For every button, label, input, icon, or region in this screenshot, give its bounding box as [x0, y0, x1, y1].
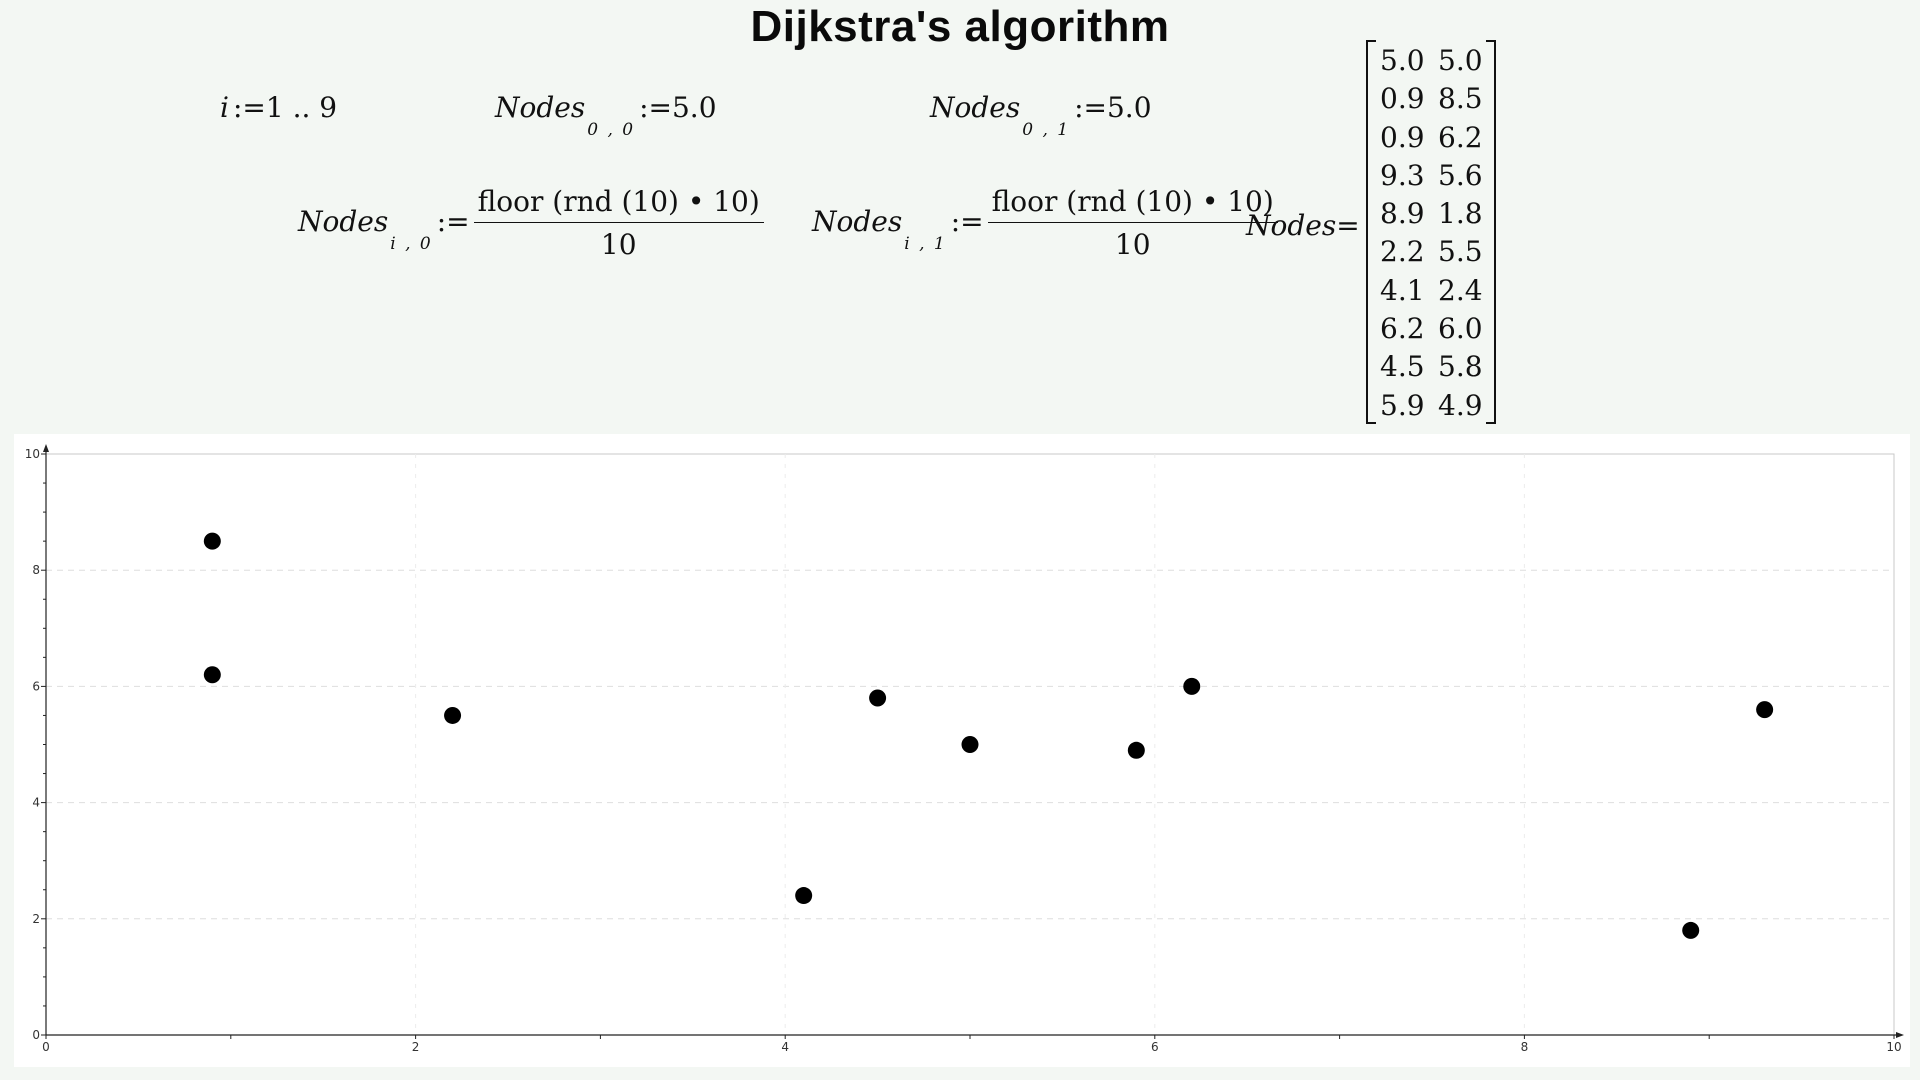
matrix-row: 5.0 5.0	[1380, 42, 1496, 80]
fraction: floor (rnd (10) • 10) 10	[987, 188, 1278, 261]
x-tick-label: 4	[781, 1040, 789, 1054]
matrix-cell: 5.6	[1438, 158, 1483, 192]
matrix-row: 5.9 4.9	[1380, 387, 1496, 425]
x-tick-label: 8	[1521, 1040, 1529, 1054]
y-axis-arrow-icon	[43, 444, 49, 452]
nodes-name: Nodes	[1246, 209, 1337, 242]
nodes-subscript: 0 , 0	[587, 120, 636, 140]
data-point	[795, 887, 813, 905]
nodes-subscript: i , 0	[390, 234, 433, 254]
assign-operator: :=	[436, 205, 470, 238]
nodes-subscript: i , 1	[904, 234, 947, 254]
matrix-cell: 2.4	[1438, 273, 1483, 307]
matrix-row: 6.2 6.0	[1380, 310, 1496, 348]
scatter-plot-region[interactable]: 0 2 4 6 8 10 0 2 4 6 8 10	[14, 434, 1910, 1067]
x-tick-label: 10	[1886, 1040, 1901, 1054]
matrix-cell: 9.3	[1380, 158, 1425, 192]
matrix-cell: 5.9	[1380, 388, 1425, 422]
x-axis-arrow-icon	[1896, 1032, 1904, 1038]
matrix-row: 9.3 5.6	[1380, 157, 1496, 195]
x-tick-label: 2	[412, 1040, 420, 1054]
fraction-denominator: 10	[600, 228, 637, 261]
matrix-cell: 6.2	[1380, 312, 1425, 346]
fraction: floor (rnd (10) • 10) 10	[473, 188, 764, 261]
matrix-cell: 8.9	[1380, 197, 1425, 231]
matrix-cell: 4.1	[1380, 273, 1425, 307]
page-title: Dijkstra's algorithm	[750, 2, 1170, 51]
matrix-cell: 2.2	[1380, 235, 1425, 269]
matrix-cell: 0.9	[1380, 82, 1425, 116]
matrix-row: 2.2 5.5	[1380, 233, 1496, 271]
matrix-cell: 0.9	[1380, 120, 1425, 154]
range-value: 1 .. 9	[265, 91, 338, 124]
fraction-numerator: floor (rnd (10) • 10)	[473, 188, 764, 223]
matrix-row: 4.5 5.8	[1380, 348, 1496, 386]
data-point	[869, 689, 887, 707]
assign-operator: :=	[1074, 91, 1107, 124]
matrix-cell: 6.0	[1438, 312, 1483, 346]
nodes-result-label[interactable]: Nodes=	[1246, 212, 1360, 240]
data-point	[444, 706, 462, 724]
matrix-left-bracket	[1366, 40, 1376, 424]
data-point	[203, 532, 221, 550]
assign-operator: :=	[232, 91, 266, 124]
nodes-init-x-definition[interactable]: Nodes0 , 0:=5.0	[495, 91, 717, 139]
range-variable: i	[220, 91, 229, 124]
y-tick-label: 4	[32, 796, 40, 810]
y-tick-label: 2	[32, 912, 40, 926]
matrix-right-bracket	[1486, 40, 1496, 424]
data-point	[961, 736, 979, 753]
nodes-random-x-definition[interactable]: Nodesi , 0:= floor (rnd (10) • 10) 10	[298, 188, 764, 259]
matrix-cell: 5.5	[1438, 235, 1483, 269]
fraction-numerator: floor (rnd (10) • 10)	[987, 188, 1278, 223]
nodes-init-y-definition[interactable]: Nodes0 , 1:=5.0	[930, 91, 1152, 139]
nodes-random-y-definition[interactable]: Nodesi , 1:= floor (rnd (10) • 10) 10	[812, 188, 1278, 259]
data-point	[1682, 921, 1700, 939]
data-point	[203, 666, 221, 684]
matrix-rows: 5.0 5.0 0.9 8.5 0.9 6.2 9.3 5.6 8.9 1.8 2.2 5.5 4.1 2…	[1380, 42, 1496, 425]
assign-operator: :=	[639, 91, 672, 124]
matrix-cell: 8.5	[1438, 82, 1483, 116]
nodes-matrix[interactable]: 5.0 5.0 0.9 8.5 0.9 6.2 9.3 5.6 8.9 1.8 2.2 5.5 4.1 2…	[1366, 40, 1496, 425]
y-tick-label: 0	[32, 1028, 40, 1042]
matrix-row: 0.9 8.5	[1380, 80, 1496, 118]
y-tick-label: 8	[32, 563, 40, 577]
fraction-denominator: 10	[1114, 228, 1151, 261]
matrix-cell: 4.5	[1380, 350, 1425, 384]
matrix-cell: 5.0	[1438, 44, 1483, 77]
nodes-name: Nodes	[930, 91, 1021, 124]
nodes-subscript: 0 , 1	[1022, 120, 1071, 140]
nodes-name: Nodes	[298, 205, 389, 238]
data-point	[1183, 677, 1201, 695]
nodes-name: Nodes	[812, 205, 903, 238]
data-point	[1127, 741, 1145, 759]
nodes-name: Nodes	[495, 91, 586, 124]
data-point	[1756, 701, 1774, 719]
range-definition[interactable]: i:=1 .. 9	[220, 94, 337, 122]
matrix-cell: 5.8	[1438, 350, 1483, 384]
matrix-row: 8.9 1.8	[1380, 195, 1496, 233]
matrix-row: 0.9 6.2	[1380, 119, 1496, 157]
x-tick-label: 0	[42, 1040, 50, 1054]
matrix-cell: 1.8	[1438, 197, 1483, 231]
matrix-cell: 6.2	[1438, 120, 1483, 154]
x-tick-label: 6	[1151, 1040, 1159, 1054]
equals-operator: =	[1336, 209, 1360, 242]
nodes-init-x-value: 5.0	[671, 91, 717, 124]
matrix-row: 4.1 2.4	[1380, 272, 1496, 310]
nodes-init-y-value: 5.0	[1106, 91, 1152, 124]
assign-operator: :=	[950, 205, 984, 238]
matrix-cell: 5.0	[1380, 44, 1425, 77]
scatter-plot: 0 2 4 6 8 10 0 2 4 6 8 10	[25, 444, 1904, 1054]
y-tick-label: 10	[25, 447, 40, 461]
y-tick-label: 6	[32, 679, 40, 693]
matrix-cell: 4.9	[1438, 388, 1483, 422]
